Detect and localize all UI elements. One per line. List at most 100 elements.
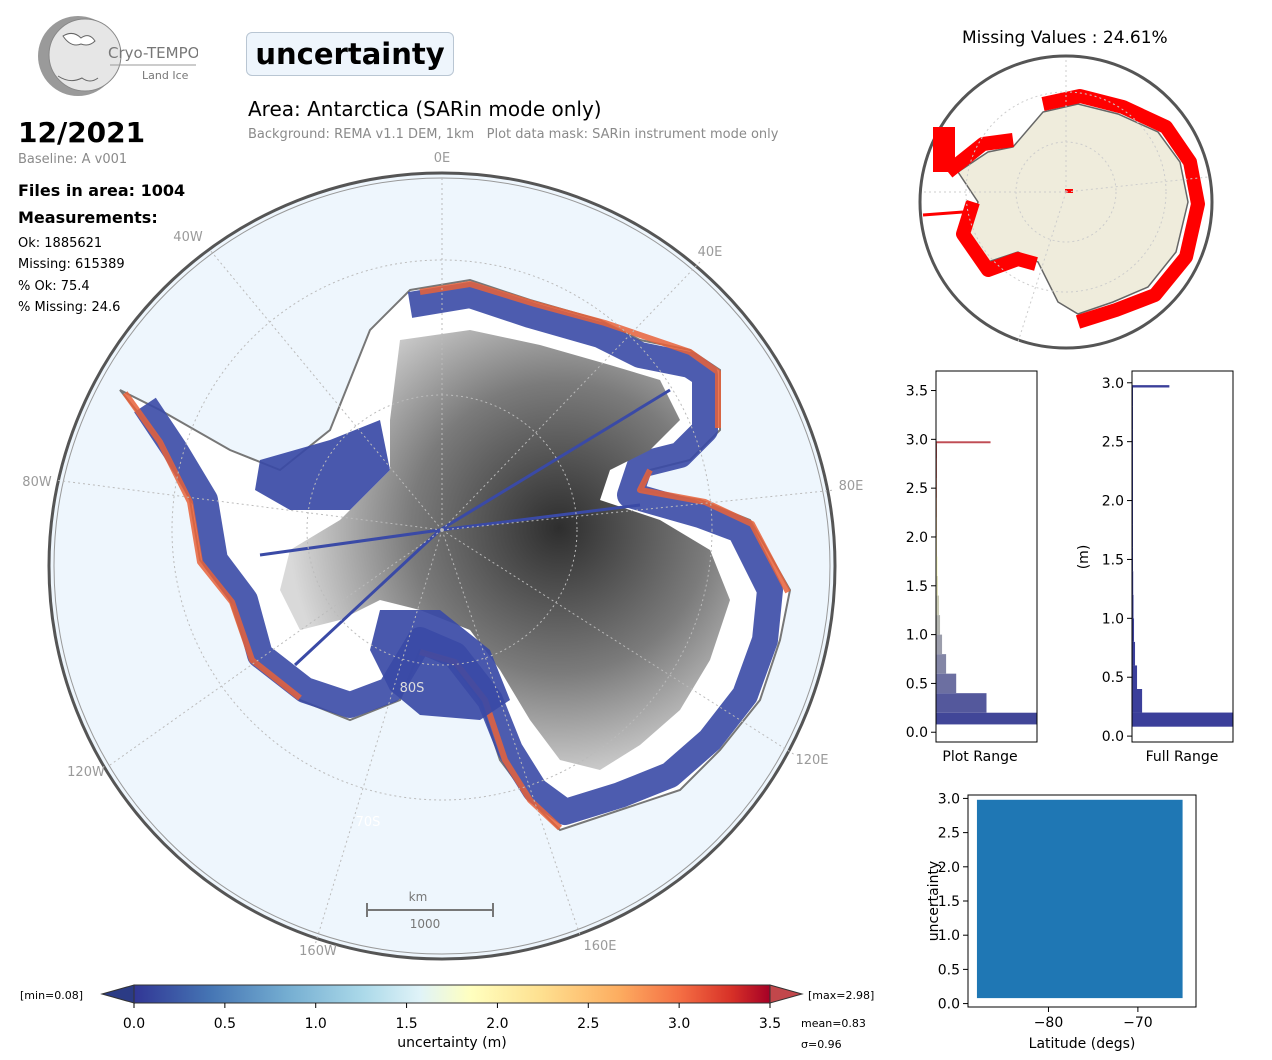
ground-track [259,528,441,557]
colorbar-tick-label: 1.5 [395,1016,417,1032]
colorbar-max: [max=2.98] [808,989,874,1002]
lon-label: 40E [698,245,723,260]
colorbar-mean: mean=0.83 [801,1017,866,1030]
stat-pct-ok: % Ok: 75.4 [18,279,90,294]
histogram-bar [1132,571,1134,595]
histogram-bar [936,654,947,674]
lon-label: 80W [22,475,52,490]
colorbar-label: uncertainty (m) [397,1035,506,1051]
ground-track [293,528,442,667]
histogram-bar [1132,594,1134,619]
logo-name: Cryo-TEMPO [108,44,198,62]
histogram-bar [936,536,938,557]
colorbar-tick-label: 0.0 [123,1016,145,1032]
variable-box: uncertainty [246,32,454,76]
colorbar-tick-label: 3.0 [668,1016,690,1032]
hist-full-range: 0.0 0.5 1.0 1.5 2.0 2.5 3.0 Full Range (m) [1076,370,1234,765]
graticule [54,175,836,946]
histogram-bar [1132,618,1135,642]
stat-ok: Ok: 1885621 [18,236,103,251]
hist-ytick-label: 3.0 [906,432,928,448]
hist-full-ylabel: (m) [1076,545,1092,570]
coastal-data-swath-high [122,281,791,831]
date-label: 12/2021 [18,116,146,149]
ground-track [439,388,671,532]
hist-ytick-label: 0.0 [1102,729,1124,745]
measurements-heading: Measurements: [18,208,158,227]
colorbar-tick-label: 2.5 [577,1016,599,1032]
weddell-shelf [255,420,390,510]
missing-values-title: Missing Values : 24.61% [962,28,1168,48]
scale-unit: km [409,890,428,904]
hist-full-frame [1131,370,1234,743]
histogram-bar [1132,385,1170,388]
colorbar-min: [min=0.08] [20,989,83,1002]
histogram-bar [936,576,939,596]
logo-land-shape [62,32,96,46]
colorbar-under-arrow [100,984,135,1004]
rema-dem-interior [280,330,730,770]
histogram-bar [936,556,938,577]
histogram-bar [1132,547,1134,572]
histogram-bar [936,712,1037,725]
scatter-ytick-label: 2.0 [938,860,960,876]
coastal-data-swath [134,282,783,825]
histogram-bar [936,693,987,713]
histogram-bar [1132,665,1138,689]
hist-ytick-label: 0.5 [906,676,928,692]
scatter-ytick-label: 3.0 [938,791,960,807]
scatter-xtick-label: −80 [1034,1015,1064,1031]
hist-ytick-label: 1.5 [1102,552,1124,568]
colorbar: 0.0 0.5 1.0 1.5 2.0 2.5 3.0 3.5 uncertainty (m)… [20,984,874,1051]
lat-label: 70S [356,815,381,830]
scale-value: 1000 [410,917,441,931]
colorbar-sigma: σ=0.96 [801,1038,842,1051]
histogram-bar [1132,689,1143,713]
colorbar-tick-label: 0.5 [214,1016,236,1032]
hist-plot-frame [935,370,1038,743]
hist-ytick-label: 3.0 [1102,376,1124,392]
colorbar-tick-label: 1.0 [305,1016,327,1032]
scatter-point-cloud [976,799,1183,999]
hist-ytick-label: 1.5 [906,579,928,595]
histogram-bar [936,595,940,616]
histogram-bar [936,441,991,444]
histogram-bar [1132,641,1136,666]
scatter-xtick-label: −70 [1123,1015,1153,1031]
missing-red-line [922,210,964,217]
scatter-ytick-label: 0.0 [938,997,960,1013]
hist-plot-range: 0.0 0.5 1.0 1.5 2.0 2.5 3.0 3.5 Plot Range [906,370,1038,765]
hist-ytick-label: 0.0 [906,725,928,741]
scatter-xlabel: Latitude (degs) [1029,1036,1136,1052]
colorbar-tick-label: 2.0 [486,1016,508,1032]
scatter-ytick-label: 2.5 [938,826,960,842]
main-map: 0E 40E 80E 120E 160E 160W 120W 80W 40W 8… [22,151,864,961]
logo-sub: Land Ice [142,69,189,82]
lon-label: 160E [583,939,616,954]
scatter-ytick-label: 1.0 [938,928,960,944]
missing-red-block [933,127,955,172]
scatter-uncertainty-latitude: −80 −70 0.0 0.5 1.0 1.5 2.0 2.5 3.0 Latitude (de… [926,791,1197,1052]
stat-pct-missing: % Missing: 24.6 [18,300,121,315]
histogram-bar [936,517,938,537]
colorbar-tick-label: 3.5 [759,1016,781,1032]
missing-red-ring [943,89,1205,329]
hist-ytick-label: 2.5 [906,481,928,497]
missing-values-map [918,54,1214,350]
scatter-ylabel: uncertainty [926,861,942,941]
missing-graticule [923,57,1209,343]
colorbar-gradient [133,984,771,1004]
colorbar-over-arrow [769,984,804,1004]
missing-pole-dot [1065,189,1073,193]
map-frame-inner [53,177,831,955]
hist-ytick-label: 1.0 [1102,611,1124,627]
lon-label: 120E [795,753,828,768]
hist-ytick-label: 2.0 [1102,494,1124,510]
histogram-bar [1132,712,1233,727]
hist-full-xlabel: Full Range [1146,749,1219,765]
lon-label: 80E [839,479,864,494]
logo-land-shape [57,75,99,82]
hist-ytick-label: 1.0 [906,628,928,644]
scatter-ytick-label: 1.5 [938,894,960,910]
lon-label: 160W [299,944,337,959]
